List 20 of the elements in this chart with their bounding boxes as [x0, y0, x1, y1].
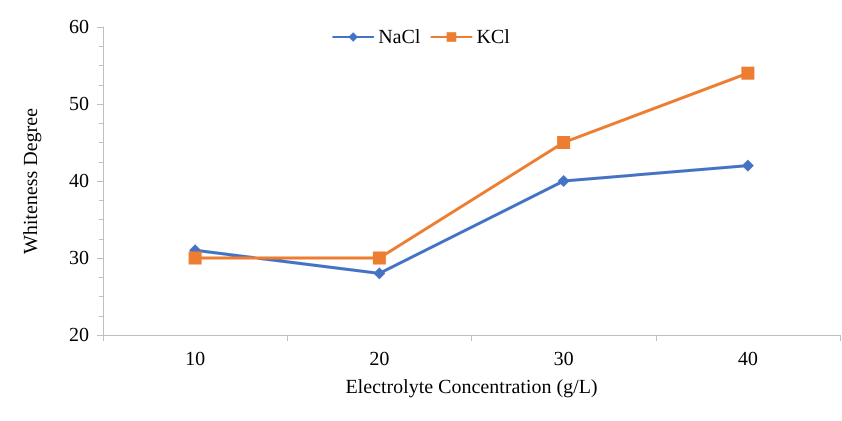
y-tick-label: 40: [69, 170, 89, 192]
legend-label: KCl: [476, 26, 510, 48]
point: [741, 66, 754, 80]
y-tick-label: 20: [69, 324, 89, 346]
y-tick-label: 50: [69, 93, 89, 115]
x-tick-label: 20: [369, 348, 390, 370]
y-axis-title: Whiteness Degree: [20, 108, 42, 254]
point: [558, 175, 570, 187]
point: [373, 267, 386, 280]
x-tick-label: 30: [554, 348, 574, 370]
x-tick-label: 40: [738, 348, 758, 370]
x-axis-title: Electrolyte Concentration (g/L): [345, 376, 598, 398]
x-tick-label: 10: [185, 348, 206, 370]
point: [372, 252, 386, 264]
point: [188, 252, 202, 264]
y-tick-label: 30: [69, 247, 89, 269]
point: [742, 160, 754, 172]
legend-label: NaCl: [378, 26, 421, 48]
y-tick-label: 60: [69, 16, 89, 38]
point: [557, 136, 570, 149]
